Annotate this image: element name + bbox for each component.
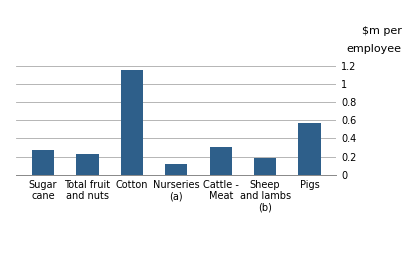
Text: $m per: $m per <box>361 26 401 36</box>
Bar <box>165 164 187 175</box>
Bar <box>298 123 320 175</box>
Bar <box>32 150 54 175</box>
Bar <box>121 70 143 175</box>
Text: employee: employee <box>346 44 401 54</box>
Bar <box>209 148 231 175</box>
Bar <box>254 158 276 175</box>
Bar <box>76 154 98 175</box>
